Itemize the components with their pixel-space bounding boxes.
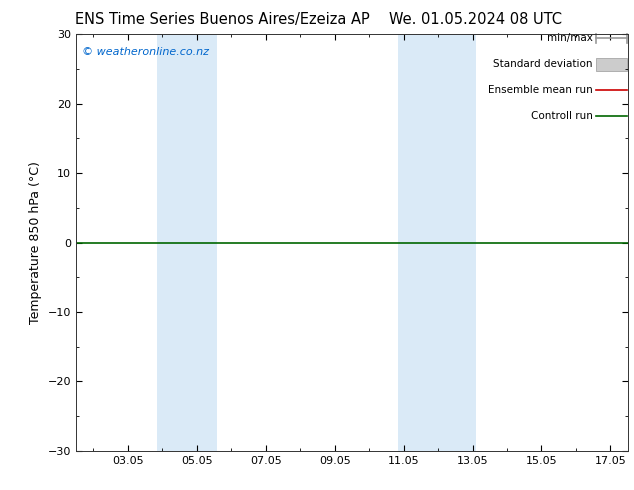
- Text: Standard deviation: Standard deviation: [493, 59, 593, 69]
- Text: ENS Time Series Buenos Aires/Ezeiza AP: ENS Time Series Buenos Aires/Ezeiza AP: [75, 12, 369, 27]
- Text: min/max: min/max: [547, 33, 593, 44]
- Text: Ensemble mean run: Ensemble mean run: [488, 85, 593, 95]
- Bar: [157, 34, 217, 451]
- Y-axis label: Temperature 850 hPa (°C): Temperature 850 hPa (°C): [29, 161, 42, 324]
- Text: Controll run: Controll run: [531, 111, 593, 121]
- Text: We. 01.05.2024 08 UTC: We. 01.05.2024 08 UTC: [389, 12, 562, 27]
- Text: © weatheronline.co.nz: © weatheronline.co.nz: [82, 47, 209, 57]
- Bar: [596, 58, 626, 71]
- Bar: [398, 34, 476, 451]
